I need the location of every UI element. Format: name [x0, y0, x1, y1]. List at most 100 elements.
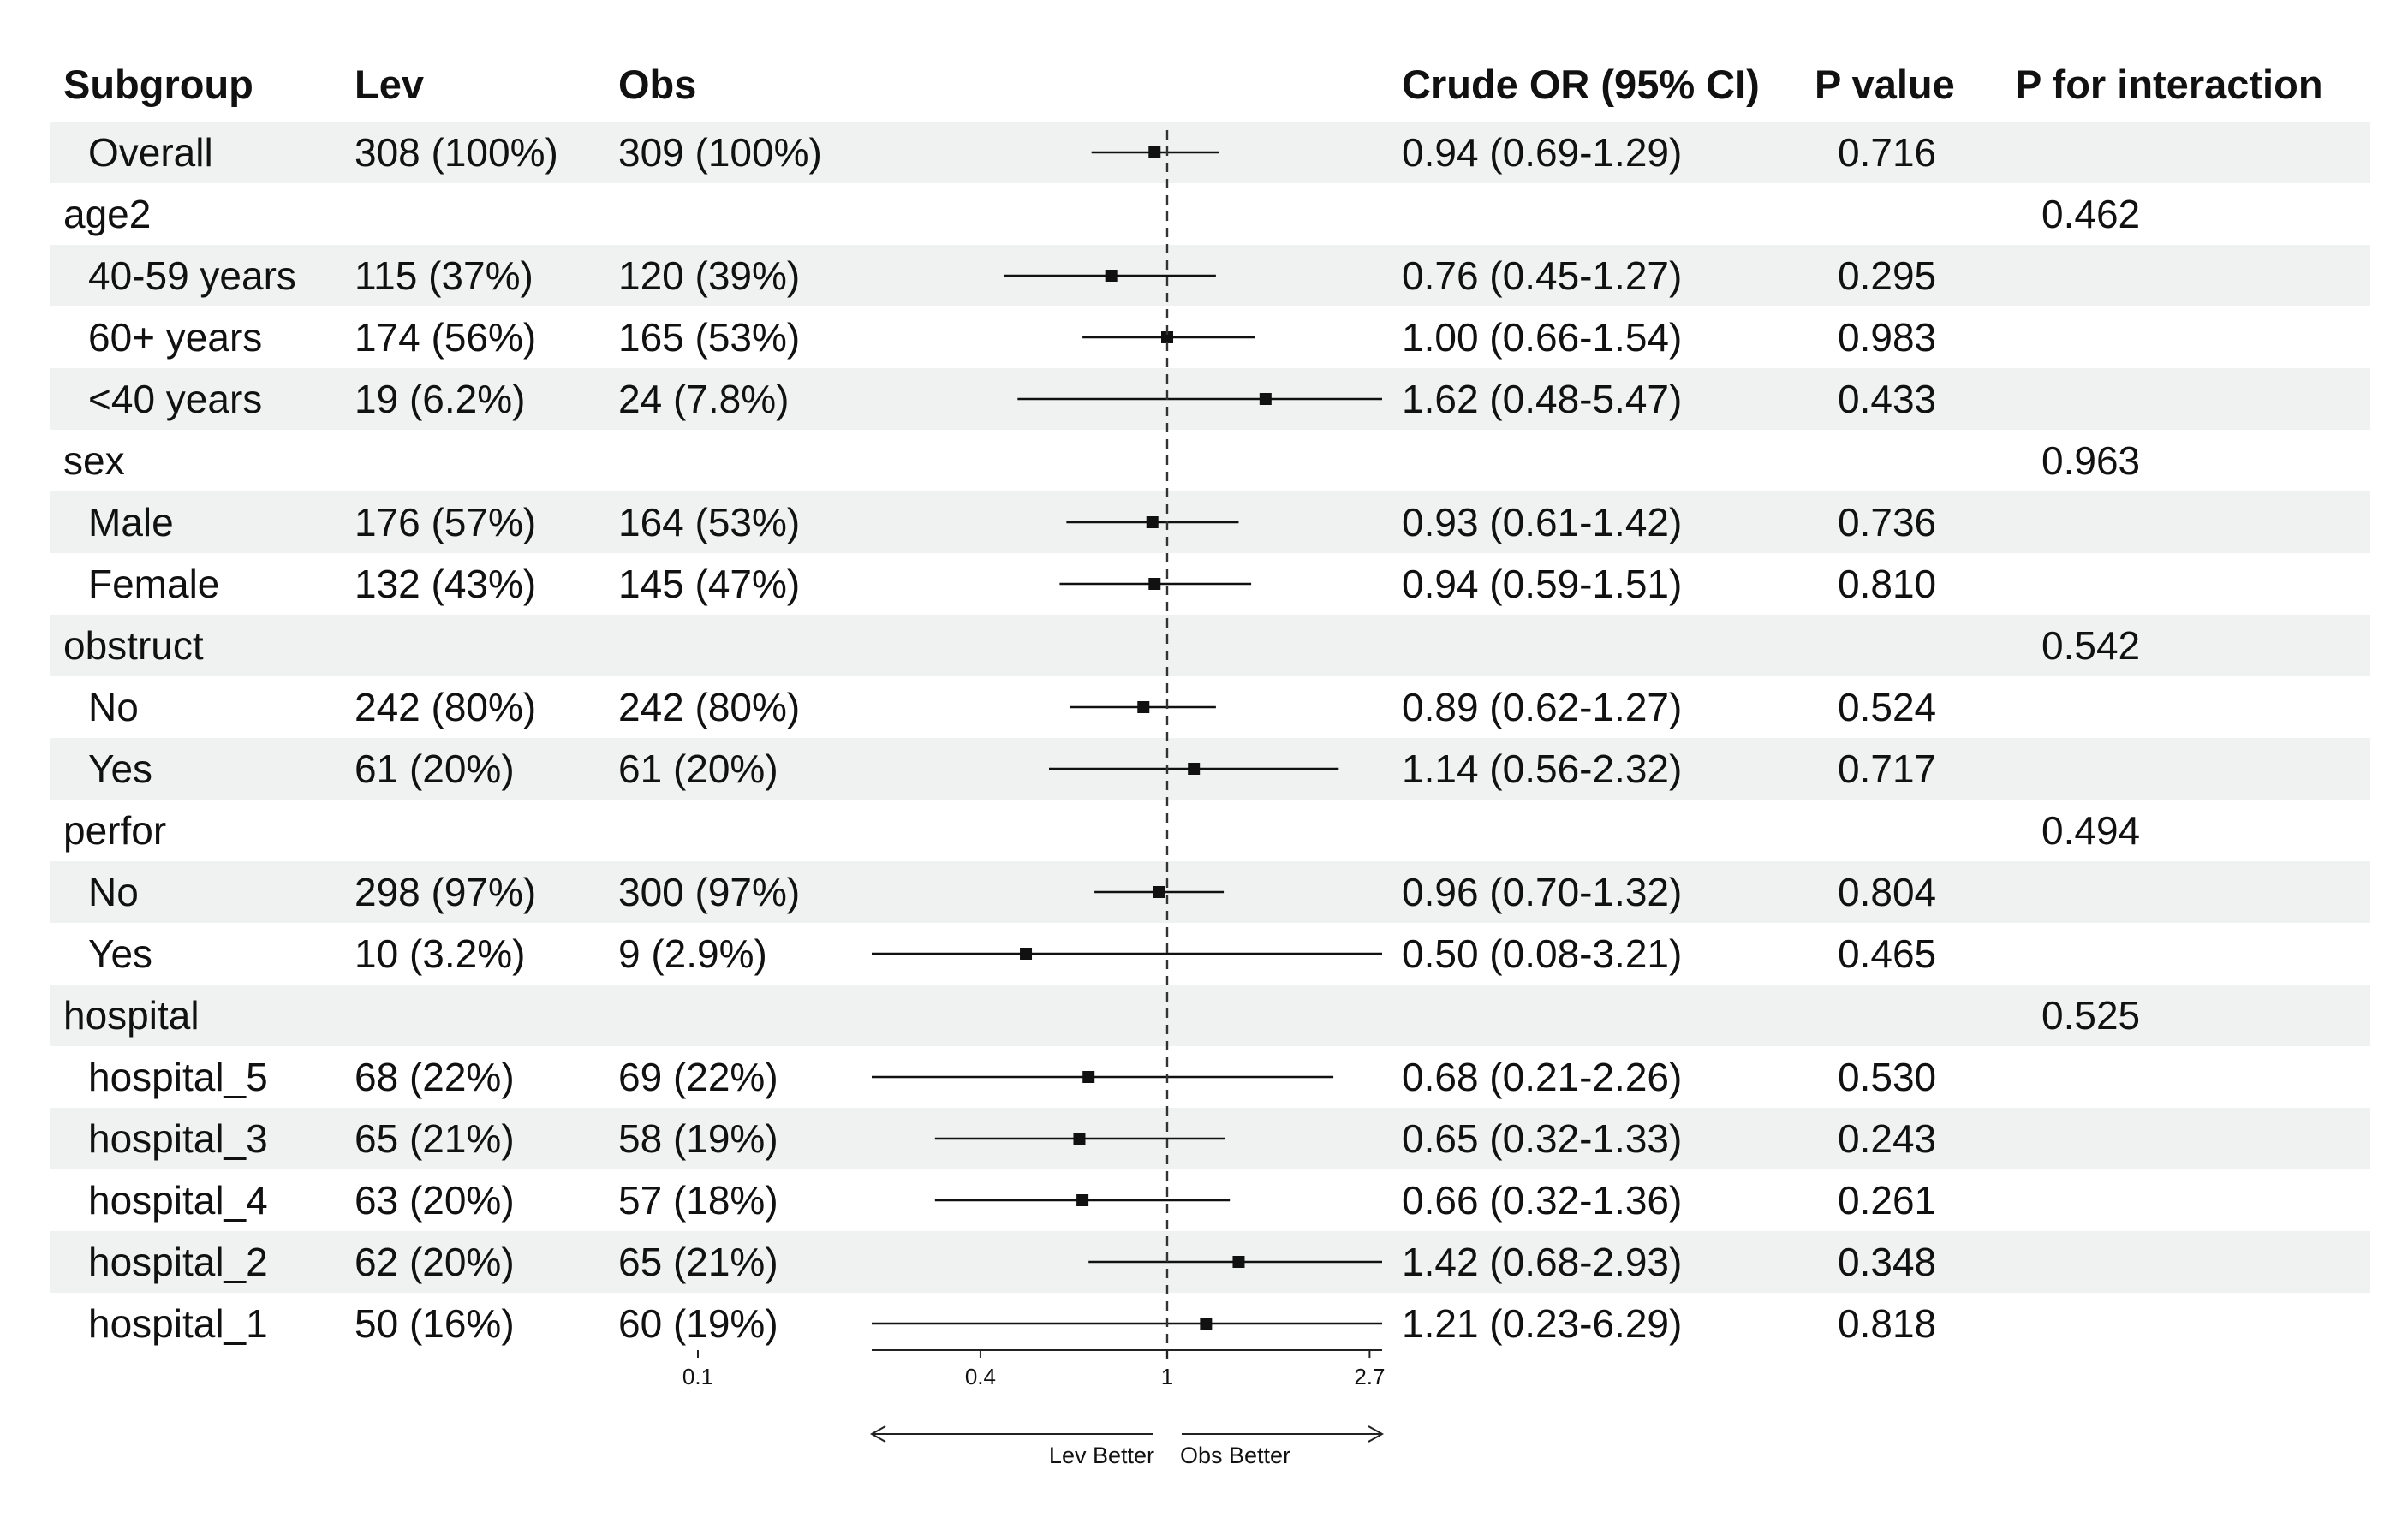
- or-ci-text: 1.00 (0.66-1.54): [1402, 315, 1682, 360]
- or-ci-text: 0.93 (0.61-1.42): [1402, 500, 1682, 544]
- column-headers: Subgroup Lev Obs Crude OR (95% CI) P val…: [63, 62, 2323, 107]
- lev-count: 308 (100%): [355, 130, 558, 175]
- point-estimate: [1020, 948, 1033, 960]
- point-estimate: [1146, 516, 1159, 528]
- or-ci-text: 0.66 (0.32-1.36): [1402, 1178, 1682, 1223]
- x-tick-label: 2.7: [1354, 1364, 1385, 1389]
- obs-count: 60 (19%): [618, 1301, 778, 1346]
- p-value: 0.717: [1838, 747, 1936, 791]
- subgroup-label: Overall: [88, 130, 213, 175]
- p-value: 0.465: [1838, 931, 1936, 976]
- p-value: 0.810: [1838, 562, 1936, 606]
- lev-count: 65 (21%): [355, 1116, 515, 1161]
- direction-label-left: Lev Better: [1049, 1443, 1154, 1468]
- subgroup-label: Male: [88, 500, 174, 544]
- lev-count: 115 (37%): [355, 253, 533, 298]
- right-arrowhead: [1368, 1425, 1385, 1443]
- point-estimate: [1153, 886, 1165, 898]
- or-ci-text: 0.89 (0.62-1.27): [1402, 685, 1682, 729]
- point-estimate: [1259, 393, 1272, 405]
- row-band: [50, 615, 2370, 676]
- lev-count: 298 (97%): [355, 870, 536, 914]
- row-shading: [50, 122, 2370, 1293]
- obs-count: 65 (21%): [618, 1240, 778, 1284]
- point-estimate: [1148, 578, 1161, 590]
- subgroup-label: No: [88, 870, 139, 914]
- direction-label-right: Obs Better: [1180, 1443, 1290, 1468]
- header-lev: Lev: [355, 62, 424, 107]
- p-value: 0.736: [1838, 500, 1936, 544]
- p-value: 0.818: [1838, 1301, 1936, 1346]
- row-band: [50, 985, 2370, 1046]
- header-crude-or: Crude OR (95% CI): [1402, 62, 1760, 107]
- obs-count: 57 (18%): [618, 1178, 778, 1223]
- p-interaction: 0.525: [2041, 993, 2140, 1038]
- header-subgroup: Subgroup: [63, 62, 253, 107]
- obs-count: 242 (80%): [618, 685, 800, 729]
- subgroup-label: hospital_5: [88, 1055, 268, 1099]
- subgroup-label: age2: [63, 192, 151, 236]
- obs-count: 58 (19%): [618, 1116, 778, 1161]
- or-ci-text: 0.50 (0.08-3.21): [1402, 931, 1682, 976]
- table-cells: Overall 308 (100%) 309 (100%) 0.94 (0.69-1.…: [63, 130, 2140, 1346]
- subgroup-label: hospital_4: [88, 1178, 268, 1223]
- p-value: 0.295: [1838, 253, 1936, 298]
- lev-count: 19 (6.2%): [355, 377, 525, 421]
- p-interaction: 0.963: [2041, 438, 2140, 483]
- or-ci-text: 0.94 (0.59-1.51): [1402, 562, 1682, 606]
- p-value: 0.433: [1838, 377, 1936, 421]
- p-value: 0.348: [1838, 1240, 1936, 1284]
- obs-count: 24 (7.8%): [618, 377, 789, 421]
- obs-count: 309 (100%): [618, 130, 822, 175]
- lev-count: 10 (3.2%): [355, 931, 525, 976]
- lev-count: 61 (20%): [355, 747, 515, 791]
- subgroup-label: <40 years: [88, 377, 262, 421]
- point-estimate: [1073, 1133, 1086, 1145]
- subgroup-label: obstruct: [63, 623, 204, 668]
- or-ci-text: 1.42 (0.68-2.93): [1402, 1240, 1682, 1284]
- p-value: 0.804: [1838, 870, 1936, 914]
- subgroup-label: sex: [63, 438, 125, 483]
- point-estimate: [1137, 701, 1150, 713]
- header-obs: Obs: [618, 62, 696, 107]
- lev-count: 62 (20%): [355, 1240, 515, 1284]
- or-ci-text: 1.21 (0.23-6.29): [1402, 1301, 1682, 1346]
- subgroup-label: hospital_3: [88, 1116, 268, 1161]
- subgroup-label: Yes: [88, 931, 152, 976]
- p-value: 0.983: [1838, 315, 1936, 360]
- subgroup-label: perfor: [63, 808, 166, 853]
- or-ci-text: 0.68 (0.21-2.26): [1402, 1055, 1682, 1099]
- point-estimate: [1076, 1194, 1089, 1206]
- subgroup-label: 40-59 years: [88, 253, 296, 298]
- obs-count: 164 (53%): [618, 500, 800, 544]
- point-estimate: [1148, 146, 1161, 158]
- point-estimate: [1161, 331, 1173, 343]
- lev-count: 132 (43%): [355, 562, 536, 606]
- obs-count: 145 (47%): [618, 562, 800, 606]
- lev-count: 63 (20%): [355, 1178, 515, 1223]
- lev-count: 242 (80%): [355, 685, 536, 729]
- obs-count: 120 (39%): [618, 253, 800, 298]
- or-ci-text: 0.65 (0.32-1.33): [1402, 1116, 1682, 1161]
- subgroup-label: No: [88, 685, 139, 729]
- x-tick-label: 1: [1161, 1364, 1173, 1389]
- lev-count: 174 (56%): [355, 315, 536, 360]
- p-interaction: 0.462: [2041, 192, 2140, 236]
- lev-count: 68 (22%): [355, 1055, 515, 1099]
- or-ci-text: 0.96 (0.70-1.32): [1402, 870, 1682, 914]
- header-p-interaction: P for interaction: [2015, 62, 2323, 107]
- obs-count: 69 (22%): [618, 1055, 778, 1099]
- or-ci-text: 1.62 (0.48-5.47): [1402, 377, 1682, 421]
- obs-count: 165 (53%): [618, 315, 800, 360]
- subgroup-label: Female: [88, 562, 219, 606]
- x-tick-label: 0.4: [965, 1364, 996, 1389]
- or-ci-text: 0.94 (0.69-1.29): [1402, 130, 1682, 175]
- point-estimate: [1188, 763, 1201, 775]
- subgroup-label: hospital_1: [88, 1301, 268, 1346]
- subgroup-label: hospital: [63, 993, 200, 1038]
- p-value: 0.261: [1838, 1178, 1936, 1223]
- obs-count: 9 (2.9%): [618, 931, 767, 976]
- p-value: 0.524: [1838, 685, 1936, 729]
- subgroup-label: 60+ years: [88, 315, 262, 360]
